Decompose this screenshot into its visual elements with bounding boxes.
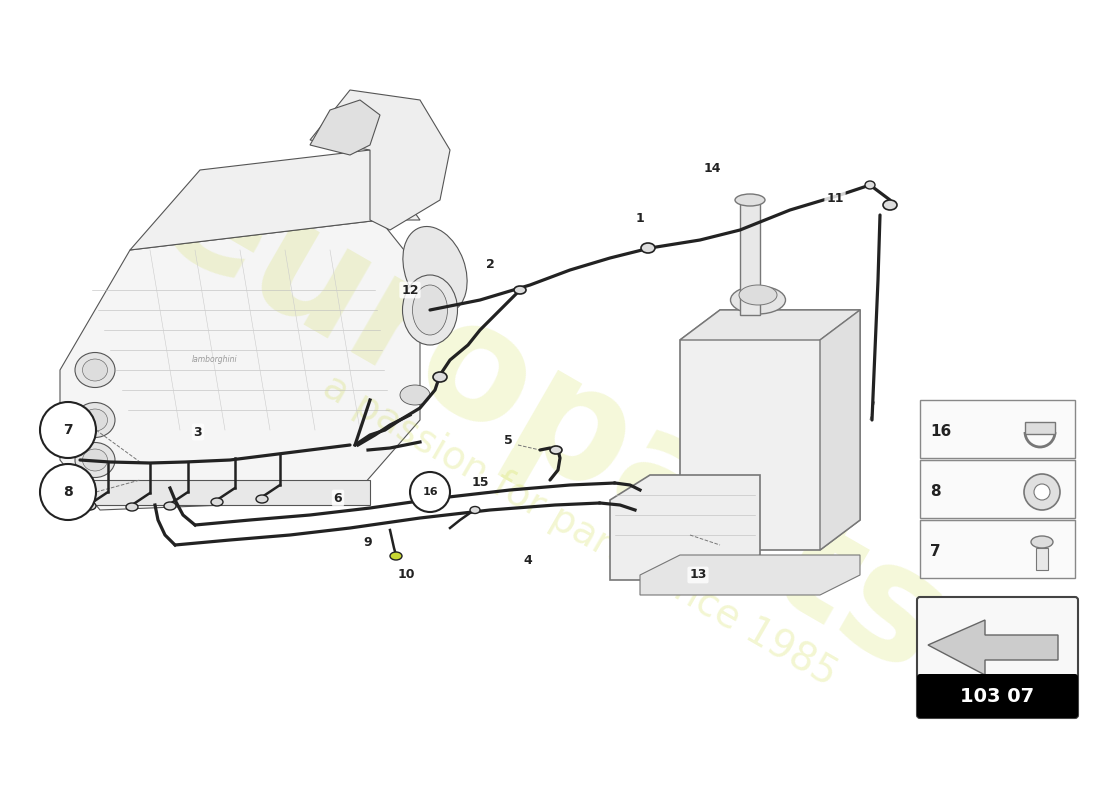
Bar — [920, 677, 1075, 715]
Text: 7: 7 — [930, 545, 940, 559]
Circle shape — [410, 472, 450, 512]
Ellipse shape — [883, 200, 896, 210]
Text: a passion for parts since 1985: a passion for parts since 1985 — [317, 366, 844, 694]
Text: 12: 12 — [402, 283, 419, 297]
Circle shape — [40, 464, 96, 520]
Ellipse shape — [211, 498, 223, 506]
FancyBboxPatch shape — [920, 400, 1075, 458]
Bar — [740, 200, 760, 315]
Bar — [1025, 422, 1055, 434]
Polygon shape — [820, 310, 860, 550]
Text: 8: 8 — [63, 485, 73, 499]
Bar — [1036, 548, 1048, 570]
Ellipse shape — [550, 446, 562, 454]
Polygon shape — [680, 310, 860, 550]
Circle shape — [1034, 484, 1050, 500]
Text: europarts: europarts — [129, 132, 971, 708]
Text: 14: 14 — [703, 162, 720, 174]
Polygon shape — [680, 310, 860, 340]
Ellipse shape — [865, 181, 874, 189]
Text: 11: 11 — [826, 191, 844, 205]
Text: 15: 15 — [471, 475, 488, 489]
Circle shape — [1024, 474, 1060, 510]
Text: 6: 6 — [333, 491, 342, 505]
Text: 4: 4 — [524, 554, 532, 566]
Ellipse shape — [641, 243, 654, 253]
Text: lamborghini: lamborghini — [192, 355, 238, 365]
Ellipse shape — [75, 402, 116, 438]
Ellipse shape — [256, 495, 268, 503]
Ellipse shape — [82, 409, 108, 431]
Polygon shape — [640, 555, 860, 595]
Ellipse shape — [126, 503, 138, 511]
Polygon shape — [60, 220, 420, 510]
Text: 5: 5 — [504, 434, 513, 446]
Polygon shape — [130, 150, 420, 250]
Text: 103 07: 103 07 — [960, 687, 1035, 706]
Text: 7: 7 — [63, 423, 73, 437]
Bar — [90, 480, 370, 505]
Ellipse shape — [403, 275, 458, 345]
Text: 1: 1 — [636, 211, 645, 225]
Ellipse shape — [164, 502, 176, 510]
Ellipse shape — [75, 353, 116, 387]
Ellipse shape — [82, 449, 108, 471]
Text: 10: 10 — [397, 569, 415, 582]
FancyBboxPatch shape — [920, 520, 1075, 578]
Ellipse shape — [75, 442, 116, 478]
Ellipse shape — [82, 359, 108, 381]
Ellipse shape — [433, 372, 447, 382]
Ellipse shape — [1031, 536, 1053, 548]
Ellipse shape — [739, 285, 777, 305]
Ellipse shape — [390, 552, 402, 560]
Text: 13: 13 — [690, 569, 706, 582]
Polygon shape — [610, 475, 760, 580]
Text: 16: 16 — [422, 487, 438, 497]
Text: 2: 2 — [485, 258, 494, 271]
FancyBboxPatch shape — [917, 674, 1078, 718]
Polygon shape — [928, 620, 1058, 675]
FancyBboxPatch shape — [920, 460, 1075, 518]
Polygon shape — [310, 90, 450, 230]
Ellipse shape — [730, 286, 785, 314]
Ellipse shape — [735, 194, 764, 206]
Text: 9: 9 — [364, 537, 372, 550]
Text: 3: 3 — [194, 426, 202, 438]
Ellipse shape — [412, 285, 448, 335]
Ellipse shape — [84, 502, 96, 510]
Circle shape — [40, 402, 96, 458]
Ellipse shape — [403, 226, 467, 314]
Text: 8: 8 — [930, 485, 940, 499]
Text: 16: 16 — [930, 425, 952, 439]
Ellipse shape — [470, 506, 480, 514]
Polygon shape — [310, 100, 380, 155]
FancyBboxPatch shape — [917, 597, 1078, 718]
Ellipse shape — [514, 286, 526, 294]
Ellipse shape — [400, 385, 430, 405]
